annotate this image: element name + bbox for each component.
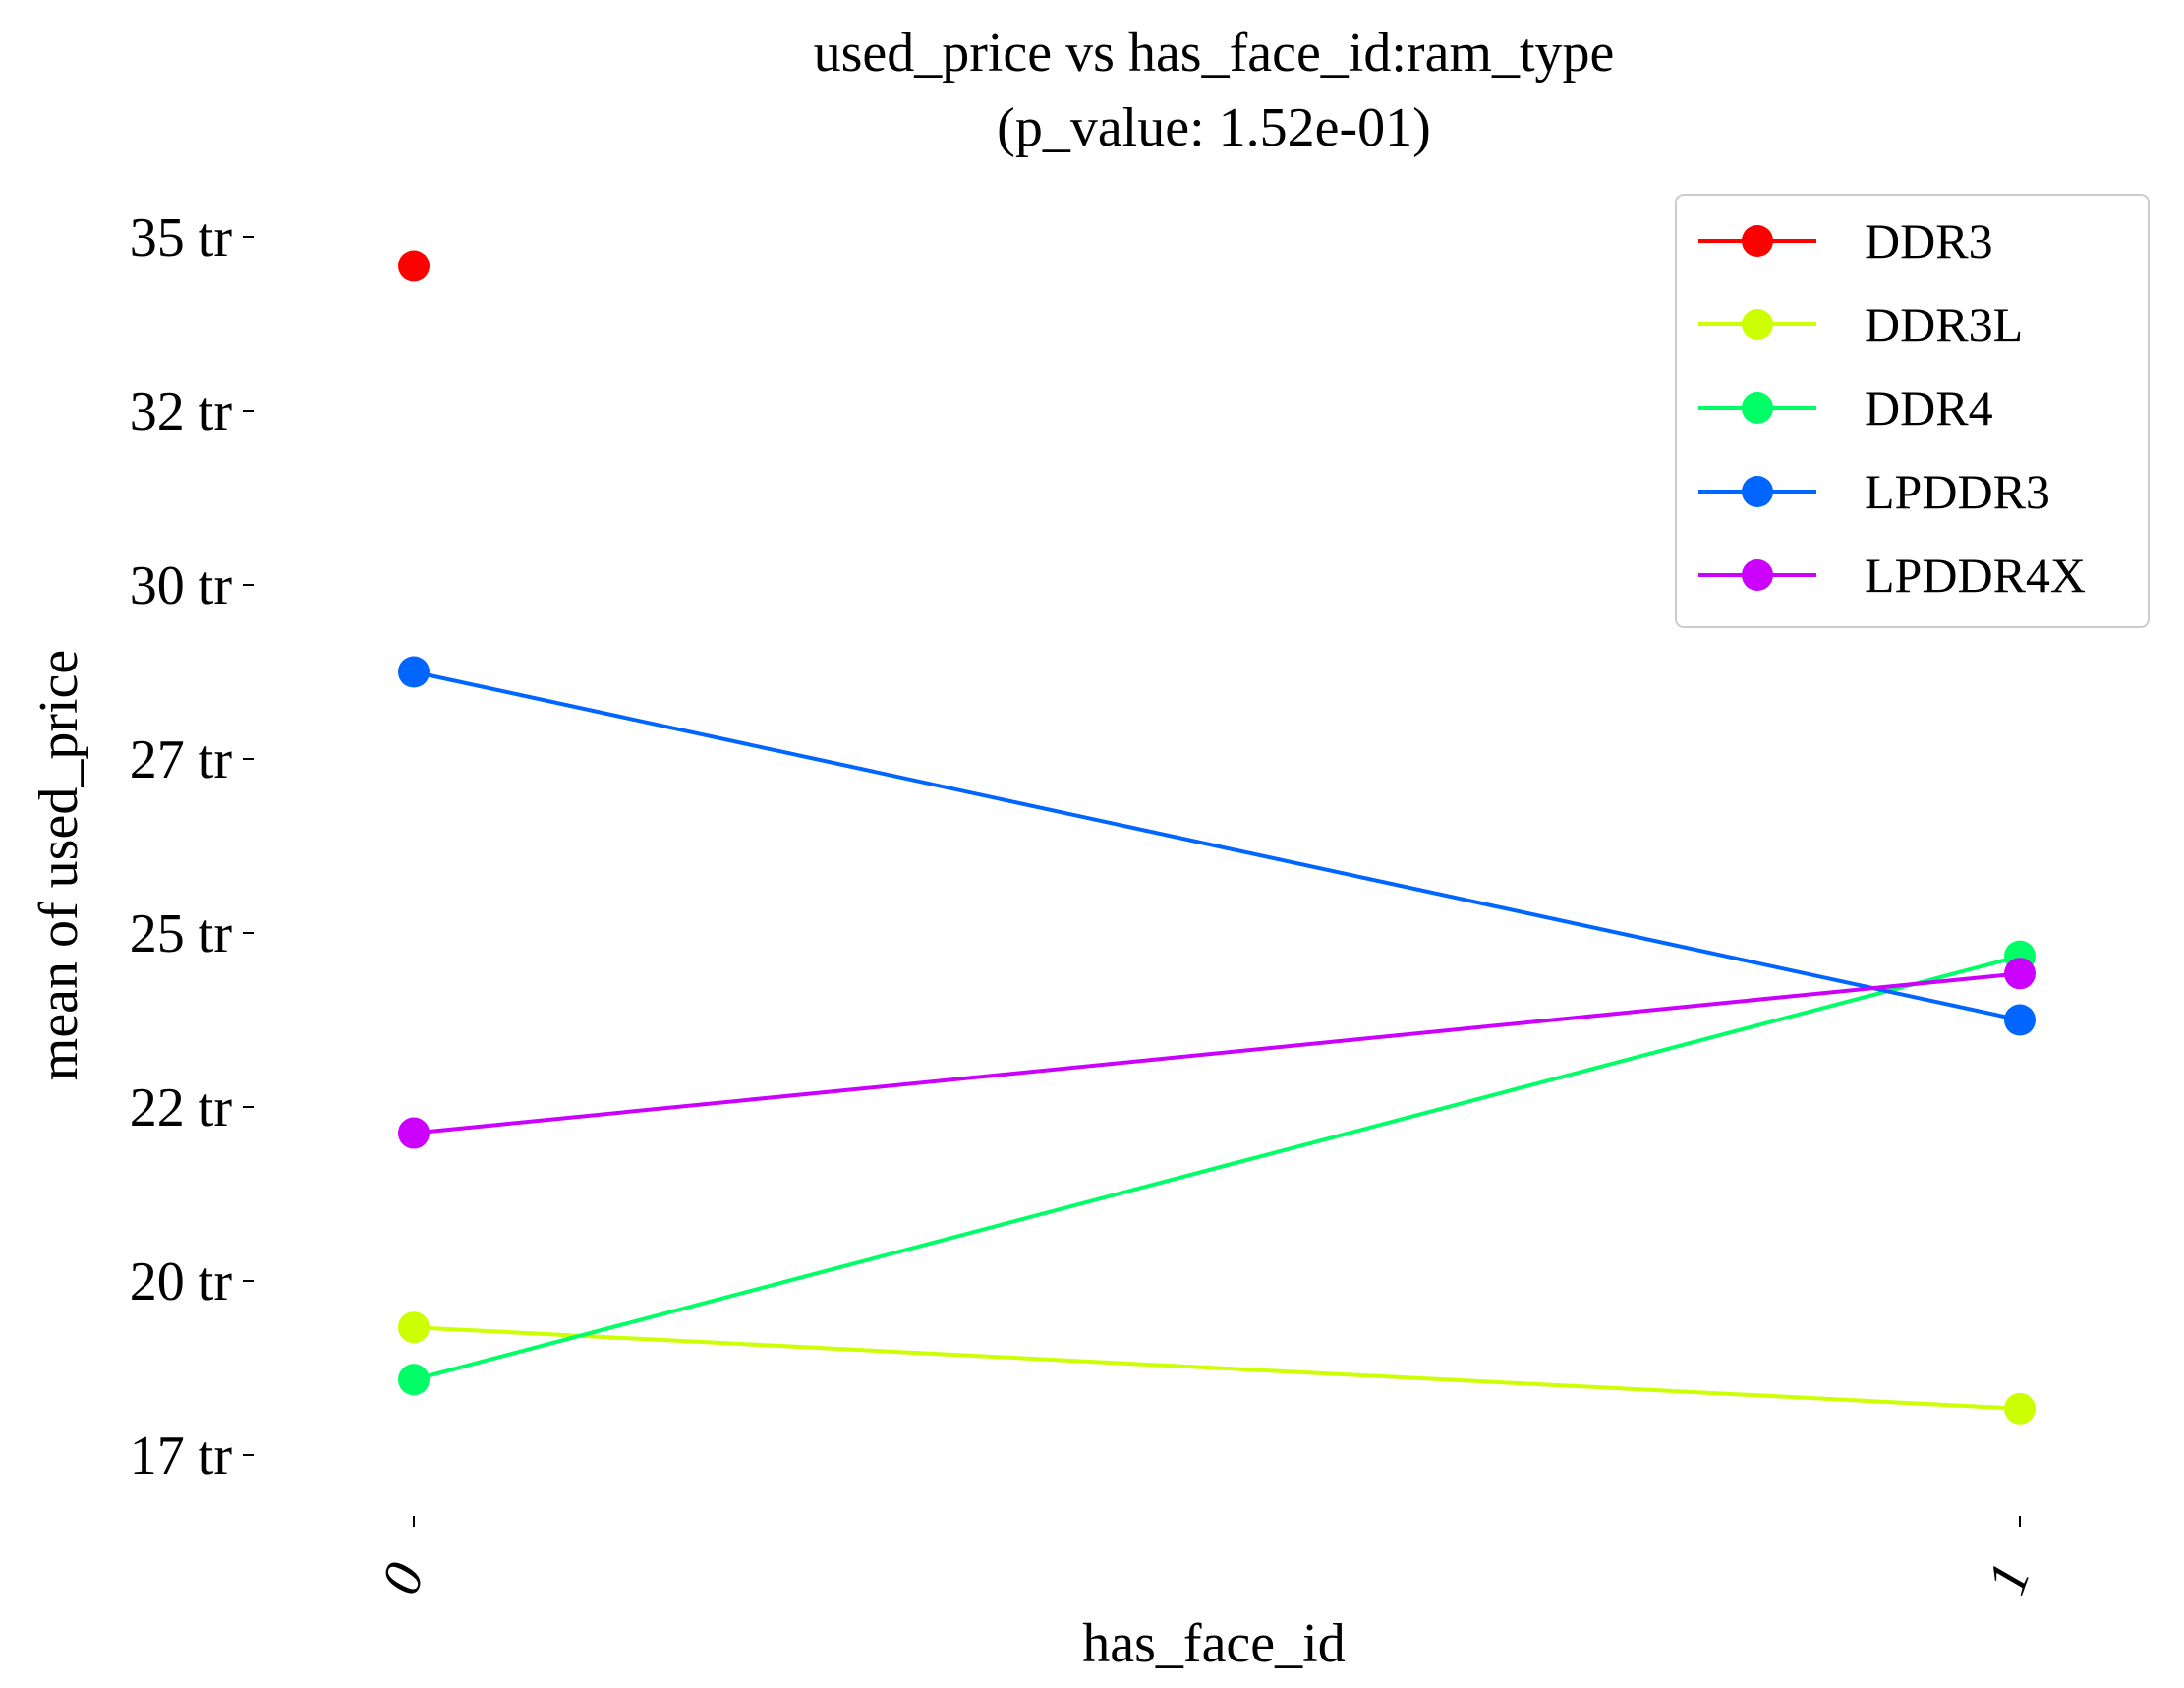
data-point <box>398 250 430 282</box>
series-ddr3 <box>398 250 430 282</box>
legend-item-lpddr3: LPDDR3 <box>1698 464 2050 519</box>
legend-frame <box>1675 194 2150 628</box>
x-axis-label: has_face_id <box>1082 1613 1345 1674</box>
y-axis: 17 tr 20 tr 22 tr 25 tr 27 tr 30 tr 32 tr 35 tr <box>130 207 254 1486</box>
legend-label: DDR3 <box>1865 213 1993 268</box>
y-tick-label: 30 tr <box>130 555 233 616</box>
data-point <box>398 656 430 688</box>
y-tick-label: 35 tr <box>130 207 233 268</box>
y-tick-label: 32 tr <box>130 381 233 442</box>
legend-marker <box>1742 225 1773 257</box>
legend-label: LPDDR3 <box>1865 464 2050 519</box>
series-lpddr4x <box>398 958 2036 1149</box>
y-tick-label: 25 tr <box>130 903 233 964</box>
series-lpddr3 <box>398 656 2036 1036</box>
data-point <box>2004 958 2036 990</box>
data-point <box>398 1364 430 1396</box>
legend-marker <box>1742 309 1773 340</box>
chart-subtitle: (p_value: 1.52e-01) <box>997 97 1431 158</box>
y-axis-label: mean of used_price <box>29 650 89 1080</box>
plot-area <box>398 250 2036 1425</box>
data-point <box>2004 1392 2036 1425</box>
legend-marker <box>1742 392 1773 424</box>
series-ddr4 <box>398 940 2036 1396</box>
legend-marker <box>1742 476 1773 507</box>
y-tick-label: 17 tr <box>130 1426 233 1486</box>
series-line <box>413 669 2021 1022</box>
y-tick-label: 22 tr <box>130 1077 233 1138</box>
x-tick-label: 1 <box>1976 1555 2042 1602</box>
data-point <box>2004 1004 2036 1036</box>
data-point <box>398 1311 430 1344</box>
legend-item-ddr3: DDR3 <box>1698 213 1993 268</box>
legend-marker <box>1742 559 1773 591</box>
legend-item-ddr4: DDR4 <box>1698 380 1993 436</box>
series-line <box>413 954 2021 1382</box>
data-point <box>398 1117 430 1149</box>
y-tick-label: 20 tr <box>130 1251 233 1312</box>
chart-title: used_price vs has_face_id:ram_type <box>814 23 1615 84</box>
legend-item-lpddr4x: LPDDR4X <box>1698 548 2086 603</box>
legend-label: DDR3L <box>1865 297 2023 352</box>
series-line <box>413 971 2021 1135</box>
legend-label: LPDDR4X <box>1865 548 2086 603</box>
legend-item-ddr3l: DDR3L <box>1698 297 2023 352</box>
series-ddr3l <box>398 1311 2036 1425</box>
y-tick-label: 27 tr <box>130 729 233 790</box>
legend-label: DDR4 <box>1865 380 1993 436</box>
legend: DDR3 DDR3L DDR4 LPDDR3 LPDDR4X <box>1675 194 2150 628</box>
series-line <box>413 1325 2021 1411</box>
x-tick-label: 0 <box>370 1555 436 1602</box>
